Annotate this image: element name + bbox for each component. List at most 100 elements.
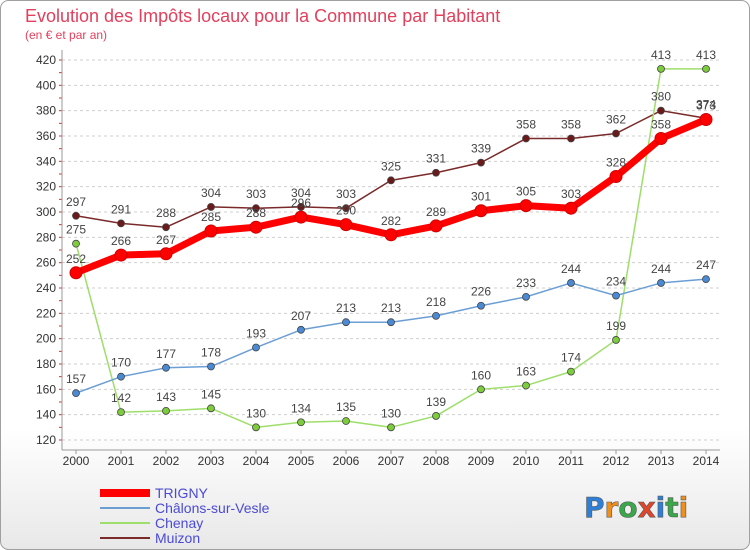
data-label-3: 303 [336,187,356,201]
data-label-2: 143 [156,390,176,404]
data-label-2: 130 [381,406,401,420]
series-point-1 [567,279,575,287]
series-point-2 [297,418,305,427]
x-tick-label: 2010 [513,454,540,468]
data-label-0: 290 [336,204,356,218]
data-label-2: 163 [516,365,536,379]
series-point-0 [114,248,128,262]
series-point-1 [72,389,80,398]
series-point-2 [207,404,215,413]
data-label-2: 275 [66,223,86,237]
data-label-0: 296 [291,196,311,210]
data-label-2: 160 [471,368,491,382]
y-tick-label: 420 [36,53,56,67]
series-point-0 [204,224,218,238]
series-point-2 [477,385,485,394]
x-tick-label: 2002 [153,454,180,468]
data-label-2: 134 [291,401,311,415]
x-tick-label: 2001 [108,454,135,468]
series-point-3 [567,134,575,143]
series-point-0 [519,199,533,213]
data-label-1: 193 [246,327,266,341]
series-point-0 [339,218,353,232]
data-label-1: 218 [426,295,446,309]
series-point-1 [342,318,350,327]
logo-letter: i [679,491,689,524]
data-label-3: 297 [66,195,86,209]
series-point-2 [657,64,665,73]
series-point-3 [657,106,665,115]
series-point-2 [162,406,170,415]
series-point-0 [69,266,83,280]
series-point-3 [612,129,620,138]
y-tick-label: 160 [36,382,56,396]
series-point-3 [72,211,80,220]
data-label-1: 247 [696,258,716,272]
data-label-0: 267 [156,233,176,247]
y-tick-label: 140 [36,408,56,422]
data-label-0: 305 [516,185,536,199]
data-label-3: 358 [516,118,536,132]
series-point-3 [342,204,350,213]
series-point-2 [252,423,260,432]
legend-label-2: Chenay [155,515,203,531]
series-point-2 [387,423,395,432]
x-tick-label: 2007 [378,454,405,468]
series-point-0 [384,228,398,242]
x-tick-label: 2013 [648,454,675,468]
series-point-0 [699,113,713,127]
series-point-1 [297,325,305,334]
series-point-3 [432,168,440,177]
chart-subtitle: (en € et par an) [25,28,107,42]
data-label-3: 304 [291,186,311,200]
y-tick-label: 200 [36,332,56,346]
data-labels: 252 266 267 285 288 296 290 282 289 301 305 303 328 3… [66,48,716,420]
data-label-0: 328 [606,156,626,170]
series-point-1 [477,301,485,310]
data-label-1: 213 [381,301,401,315]
series-point-3 [522,134,530,143]
data-label-0: 288 [246,206,266,220]
data-label-2: 130 [246,406,266,420]
series-point-0 [249,220,263,234]
y-tick-label: 260 [36,256,56,270]
series-point-2 [567,367,575,376]
proxiti-logo: Proxiti [584,491,688,524]
data-label-0: 282 [381,214,401,228]
series-point-2 [702,64,710,73]
data-label-1: 170 [111,356,131,370]
y-tick-label: 280 [36,230,56,244]
y-tick-label: 340 [36,154,56,168]
y-tick-label: 240 [36,281,56,295]
x-tick-label: 2014 [693,454,720,468]
series-point-0 [609,170,623,184]
series-point-0 [474,204,488,218]
y-tick-label: 360 [36,129,56,143]
series-point-1 [117,372,125,381]
series-point-2 [432,412,440,420]
series-point-2 [342,417,350,425]
series-point-0 [564,201,578,215]
y-tick-label: 380 [36,104,56,118]
data-label-2: 199 [606,319,626,333]
data-label-2: 139 [426,395,446,409]
logo-letter: o [618,491,637,524]
data-label-3: 325 [381,159,401,173]
y-tick-label: 300 [36,205,56,219]
data-label-2: 413 [696,48,716,62]
x-tick-label: 2012 [603,454,630,468]
logo-letter: i [656,491,666,524]
legend-label-0: TRIGNY [155,485,209,501]
series-point-1 [432,311,440,320]
data-label-1: 244 [651,262,671,276]
data-label-2: 145 [201,387,221,401]
data-label-0: 285 [201,210,221,224]
data-label-0: 373 [696,99,716,113]
data-label-2: 174 [561,351,581,365]
y-tick-label: 120 [36,433,56,447]
data-label-1: 177 [156,347,176,361]
data-label-1: 234 [606,275,626,289]
data-label-0: 252 [66,252,86,266]
